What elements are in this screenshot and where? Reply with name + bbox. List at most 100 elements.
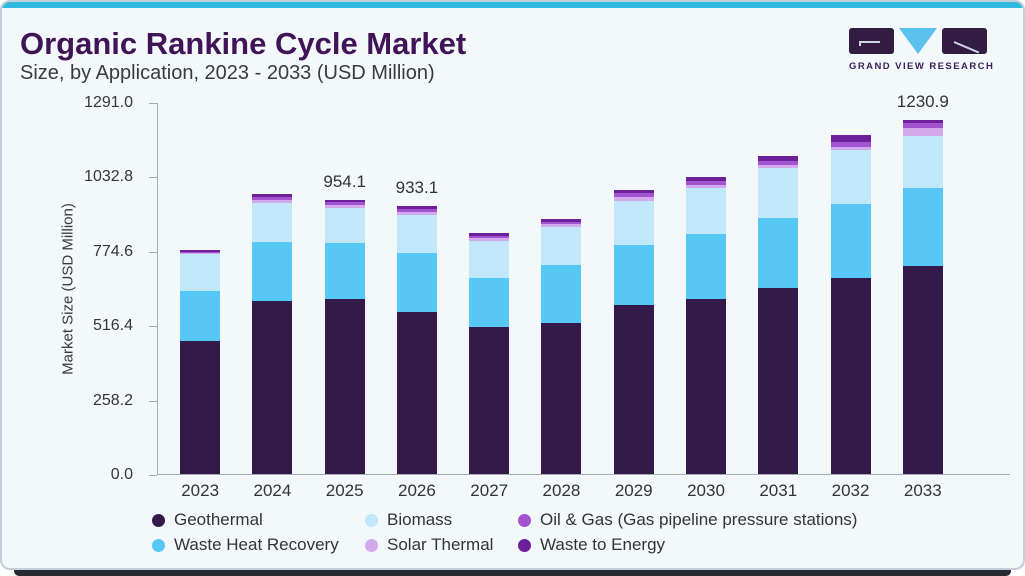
bar-segment xyxy=(541,227,582,265)
bar-segment xyxy=(180,290,221,341)
bar-segment xyxy=(613,197,654,202)
bar-segment xyxy=(758,161,799,165)
y-axis-tick-labels: 0.0 258.2 516.4 774.6 1032.8 1291.0 xyxy=(2,94,149,483)
bottom-edge-bar xyxy=(14,566,1011,576)
bar-slot-2024 xyxy=(236,103,308,474)
bar-segment xyxy=(324,201,365,205)
stacked-bar-2029 xyxy=(613,190,654,474)
bar-segment xyxy=(324,208,365,244)
bar-segment xyxy=(469,327,510,474)
bar-segment xyxy=(902,135,943,189)
bar-segment xyxy=(685,233,726,299)
stacked-bar-2023 xyxy=(180,250,221,474)
bar-segment xyxy=(324,243,365,299)
legend-swatch-icon xyxy=(152,538,165,552)
bar-segment xyxy=(830,135,871,143)
legend-item: Waste to Energy xyxy=(518,535,857,555)
bar-slot-2025: 954.1 xyxy=(309,103,381,474)
x-tick-label: 2032 xyxy=(831,481,870,500)
bar-segment xyxy=(902,265,943,474)
legend-label: Waste Heat Recovery xyxy=(174,535,339,554)
bar-segment xyxy=(613,193,654,198)
plot-area: 954.1 933.1 1230.9 xyxy=(149,92,1010,476)
stacked-bar-2024 xyxy=(252,193,293,474)
x-axis-tick-labels: 2023 2024 2025 2026 2027 2028 2029 2030 2031 2032… xyxy=(164,481,959,501)
bar-segment xyxy=(469,277,510,328)
y-tick-label: 258.2 xyxy=(92,391,133,409)
legend-swatch-icon xyxy=(365,513,378,527)
stacked-bar-2028 xyxy=(541,218,582,474)
bar-segment xyxy=(902,188,943,266)
bar-segment xyxy=(252,203,293,242)
stacked-bar-2031 xyxy=(758,155,799,474)
bar-slot-2030 xyxy=(670,103,742,474)
x-tick-label: 2027 xyxy=(470,481,509,500)
y-tick-label: 0.0 xyxy=(110,466,133,483)
bar-segment xyxy=(685,188,726,234)
bar-segment xyxy=(541,322,582,474)
page-subtitle: Size, by Application, 2023 - 2033 (USD M… xyxy=(20,62,435,84)
bar-segment xyxy=(252,193,293,198)
y-tick-label: 1291.0 xyxy=(84,94,133,111)
bar-segment xyxy=(324,199,365,202)
stacked-bar-2026 xyxy=(396,205,437,474)
bar-segment xyxy=(902,128,943,136)
bar-segment xyxy=(469,237,510,241)
x-axis-line xyxy=(157,474,1010,475)
bar-segment xyxy=(613,201,654,245)
bar-segment xyxy=(758,155,799,162)
bar-segment xyxy=(252,197,293,201)
gvr-logo-mark xyxy=(849,28,1001,55)
x-tick-label: 2023 xyxy=(181,481,220,500)
bar-segment xyxy=(685,181,726,185)
bar-segment xyxy=(830,146,871,151)
bar-slot-2029 xyxy=(598,103,670,474)
x-tick-label: 2029 xyxy=(614,481,653,500)
legend-label: Waste to Energy xyxy=(540,535,666,554)
logo-r-glyph xyxy=(953,41,980,54)
bar-segment xyxy=(252,200,293,204)
bar-segment xyxy=(758,168,799,219)
logo-brand-text: GRAND VIEW RESEARCH xyxy=(849,61,995,72)
bar-segment xyxy=(541,223,582,228)
bar-segment xyxy=(180,250,221,252)
y-tick-mark xyxy=(149,103,157,104)
bar-segment xyxy=(396,252,437,312)
x-tick-label: 2031 xyxy=(759,481,798,500)
x-tick-label: 2028 xyxy=(542,481,581,500)
legend-swatch-icon xyxy=(152,513,165,527)
y-tick-mark xyxy=(149,177,157,179)
legend-item: Biomass xyxy=(365,510,518,530)
grand-view-research-logo[interactable]: GRAND VIEW RESEARCH xyxy=(849,28,1001,72)
legend-label: Solar Thermal xyxy=(387,535,494,554)
card-accent-bar xyxy=(2,2,1023,8)
bar-segment xyxy=(541,221,582,224)
y-tick-mark xyxy=(149,400,157,402)
bar-segment xyxy=(180,253,221,255)
stacked-bar-2032 xyxy=(830,135,871,474)
bar-segment xyxy=(324,298,365,474)
bar-slot-2023 xyxy=(164,103,236,474)
bar-segment xyxy=(613,304,654,474)
legend-item: Solar Thermal xyxy=(365,535,518,555)
legend-label: Geothermal xyxy=(174,510,263,529)
bar-total-label: 933.1 xyxy=(395,177,439,197)
y-tick-mark xyxy=(149,475,157,476)
bar-segment xyxy=(685,184,726,189)
logo-g-glyph xyxy=(859,41,880,46)
bar-slot-2031 xyxy=(742,103,814,474)
bar-segment xyxy=(396,208,437,212)
logo-g-tile xyxy=(849,28,894,54)
logo-r-tile xyxy=(942,28,987,54)
stacked-bar-2027 xyxy=(469,232,510,474)
bar-segment xyxy=(180,251,221,254)
bar-segment xyxy=(830,142,871,147)
bar-segment xyxy=(758,164,799,169)
legend-label: Oil & Gas (Gas pipeline pressure station… xyxy=(540,510,858,529)
y-tick-label: 774.6 xyxy=(92,242,133,260)
y-axis-line xyxy=(157,103,158,475)
stacked-bar-2033 xyxy=(902,120,943,474)
bar-segment xyxy=(324,204,365,209)
bar-segment xyxy=(396,205,437,209)
x-tick-label: 2033 xyxy=(903,481,942,500)
